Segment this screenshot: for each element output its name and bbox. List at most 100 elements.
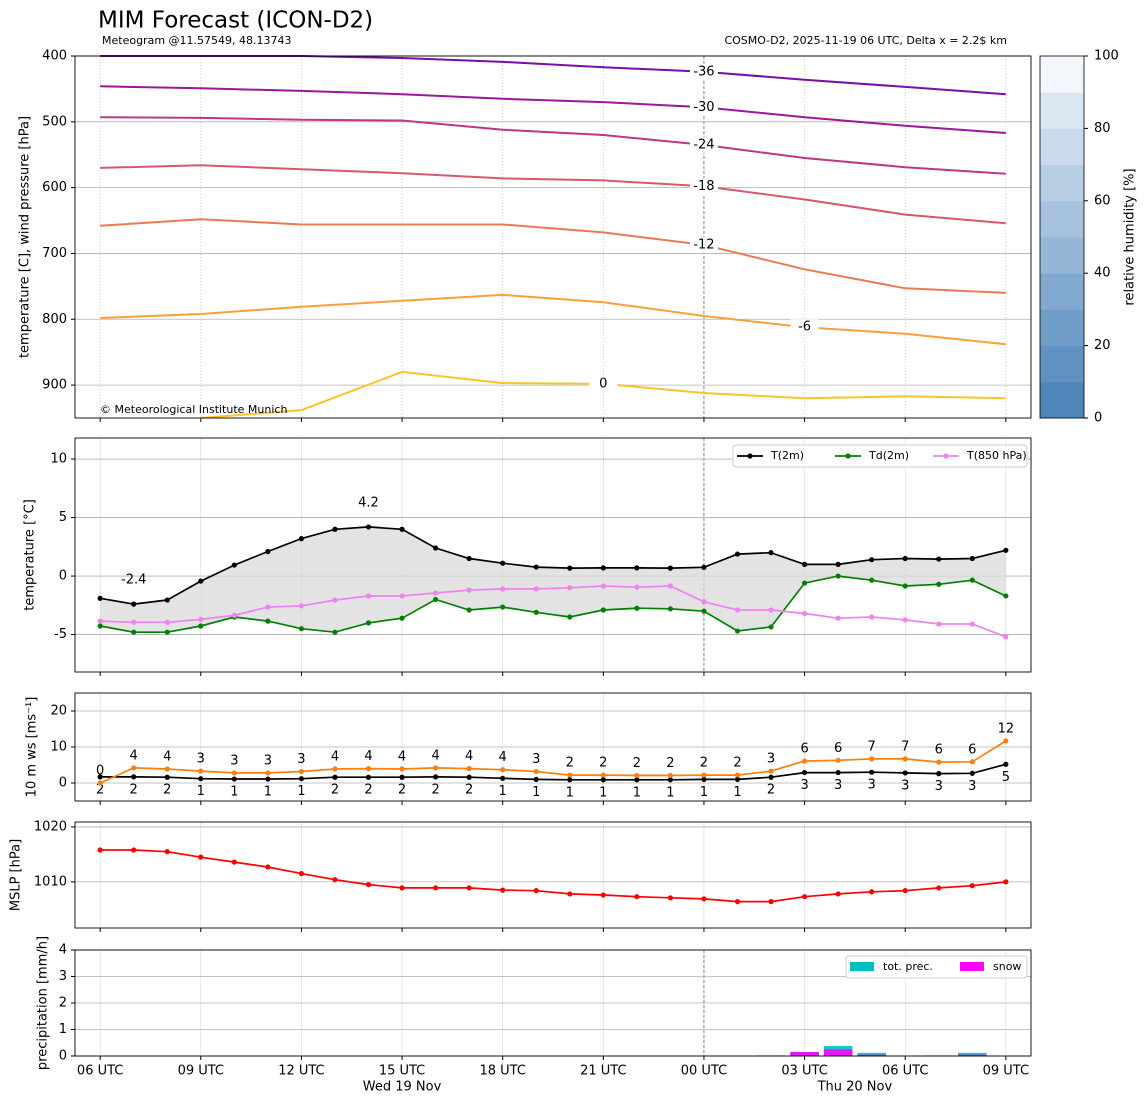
data-point [667,895,674,901]
value-label: 3 [868,778,876,793]
value-label: 3 [935,779,943,794]
data-point [734,551,741,557]
precip-bar [823,1049,853,1056]
isotherm [100,116,1006,175]
y-tick-label: 0 [59,569,67,584]
subtitle-right: COSMO-D2, 2025-11-19 06 UTC, Delta x = 2… [724,34,1007,47]
x-tick-label: 03 UTC [781,1064,827,1079]
data-point [332,877,338,883]
colorbar-frame [1039,55,1085,419]
contour-label: 0 [599,376,607,391]
data-point [533,564,539,570]
data-point [265,864,271,870]
data-point [969,577,975,583]
data-point [768,550,774,556]
plot-frame [74,437,1032,673]
value-label: 2 [431,782,439,797]
value-label: 2 [398,783,406,798]
data-point [332,766,338,772]
data-point [399,885,405,891]
date-label: Wed 19 Nov [363,1080,442,1095]
data-point [298,603,305,609]
data-point [835,891,841,897]
data-point [399,615,405,621]
data-point [600,892,606,898]
data-point [231,612,237,618]
data-point [667,606,674,612]
value-label: 7 [901,739,909,754]
data-point [902,617,908,623]
data-point [97,847,103,853]
data-point [365,774,372,780]
data-point [634,605,640,611]
data-point [768,768,774,774]
data-point [265,604,271,610]
data-point [634,777,640,783]
value-label: 1 [666,785,674,800]
data-point [567,614,573,620]
value-label: 3 [197,752,205,767]
data-point [1003,761,1009,767]
data-point [600,583,606,589]
colorbar-tick-label: 60 [1094,193,1111,208]
colorbar-step [1040,237,1084,274]
data-point [533,609,539,615]
data-point [634,894,640,900]
data-point [466,766,472,772]
colorbar-step [1040,56,1084,93]
colorbar-tick-label: 0 [1094,411,1102,426]
legend-label: T(850 hPa) [966,449,1027,462]
data-point [265,548,271,555]
data-point [332,526,338,532]
plot-area [75,56,1031,418]
data-point [768,899,774,905]
y-tick-label: 3 [59,969,67,984]
series-line [100,575,1007,634]
contour-label: -6 [798,320,811,335]
data-point [869,557,875,563]
y-tick-label: 10 [50,740,67,755]
data-point [432,545,439,551]
y-tick-label: 800 [42,312,67,327]
data-point [801,894,808,900]
subtitle: Meteogram @11.57549, 48.13743 [102,34,292,47]
data-point [365,766,372,772]
value-label: 3 [968,779,976,794]
value-label: 12 [998,721,1015,736]
value-label: 2 [331,783,339,798]
series-line [100,763,1007,781]
value-label: 2 [364,783,372,798]
y-tick-label: 700 [42,246,67,261]
data-point [164,597,170,603]
data-point [936,885,942,891]
data-point [500,887,506,893]
data-point [432,590,439,596]
data-point [164,766,170,772]
data-point [567,772,573,778]
data-point [869,889,875,895]
data-point [466,587,472,593]
value-label: 6 [935,743,943,758]
x-tick-label: 09 UTC [983,1064,1029,1079]
data-point [600,607,606,613]
data-point [399,766,405,772]
x-tick-label: 09 UTC [178,1064,224,1079]
colorbar-step [1040,164,1084,202]
value-label: 4 [331,749,339,764]
data-point [734,628,741,634]
plot-area [75,822,1031,928]
data-point [936,556,942,562]
isotherm [100,85,1006,134]
data-point [500,767,506,773]
copyright-note: © Meteorological Institute Munich [100,403,287,416]
data-point [734,776,741,783]
data-point [869,756,875,762]
data-point [734,899,741,905]
value-label: 0 [96,764,104,779]
data-point [701,776,707,783]
data-point [131,774,137,780]
value-label: 4 [163,749,171,764]
plot-frame [74,692,1032,802]
data-point [500,560,506,566]
data-point [265,770,271,776]
